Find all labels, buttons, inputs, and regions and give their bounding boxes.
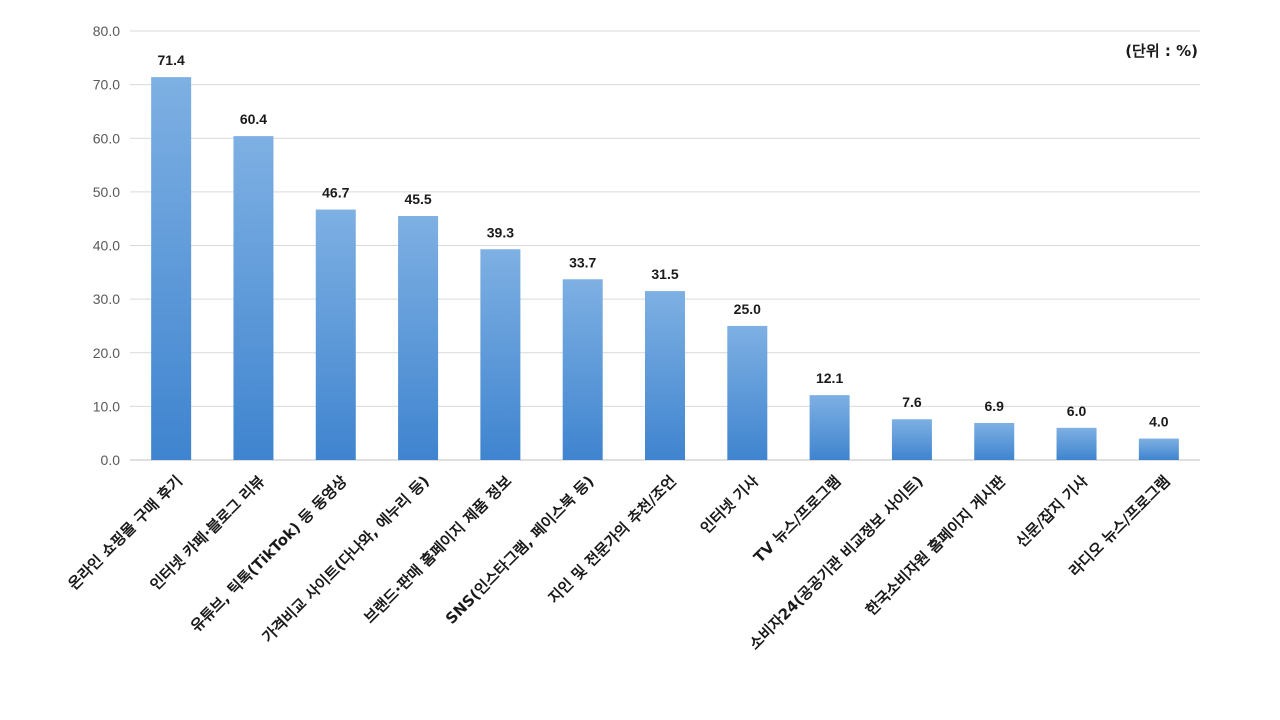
bar [809, 395, 850, 460]
bar [480, 249, 521, 460]
unit-label: (단위 : %) [1125, 42, 1198, 60]
y-tick-label: 40.0 [93, 238, 120, 254]
bar [974, 422, 1015, 460]
bar-value-label: 12.1 [816, 370, 843, 386]
y-tick-label: 0.0 [101, 452, 121, 468]
bar-value-label: 31.5 [651, 266, 678, 282]
bar [398, 216, 439, 460]
bar [1056, 427, 1097, 460]
bar-value-label: 6.9 [984, 398, 1004, 414]
bar-value-label: 39.3 [487, 224, 514, 240]
bar-value-label: 4.0 [1149, 414, 1169, 430]
bar [315, 209, 356, 460]
y-tick-label: 60.0 [93, 130, 120, 146]
x-tick-label: 신문/잡지 기사 [1013, 472, 1092, 551]
x-tick-label: 유튜브, 틱톡(TikTok) 등 동영상 [187, 472, 351, 636]
bar [1138, 438, 1179, 460]
y-tick-label: 10.0 [93, 398, 120, 414]
bar-value-label: 45.5 [404, 191, 431, 207]
y-tick-label: 30.0 [93, 291, 120, 307]
x-tick-label: TV 뉴스/프로그램 [750, 472, 844, 566]
bar-value-label: 46.7 [322, 185, 349, 201]
bar-value-label: 60.4 [240, 111, 267, 127]
x-tick-label: SNS(인스타그램, 페이스북 등) [442, 472, 598, 628]
bar-value-label: 33.7 [569, 254, 596, 270]
y-tick-label: 20.0 [93, 345, 120, 361]
x-tick-label: 한국소비자원 홈페이지 게시판 [862, 472, 1009, 619]
x-tick-label: 브랜드·판매 홈페이지 제품 정보 [361, 472, 516, 627]
bar [645, 291, 685, 460]
bar-value-label: 25.0 [734, 301, 761, 317]
bar [151, 77, 192, 461]
bar [562, 279, 603, 460]
bar [233, 136, 274, 461]
bar [891, 419, 932, 460]
bar-value-label: 6.0 [1067, 403, 1087, 419]
x-tick-label: 가격비교 사이트(다나와, 에누리 등) [259, 472, 433, 646]
y-tick-label: 50.0 [93, 184, 120, 200]
x-tick-label: 인터넷 기사 [697, 472, 762, 537]
x-tick-label: 소비자24(공공기관 비교정보 사이트) [746, 472, 927, 653]
y-tick-label: 80.0 [93, 23, 120, 39]
bar-value-label: 71.4 [158, 52, 185, 68]
bar [727, 325, 768, 460]
bar-value-label: 7.6 [902, 394, 922, 410]
y-tick-label: 70.0 [93, 77, 120, 93]
